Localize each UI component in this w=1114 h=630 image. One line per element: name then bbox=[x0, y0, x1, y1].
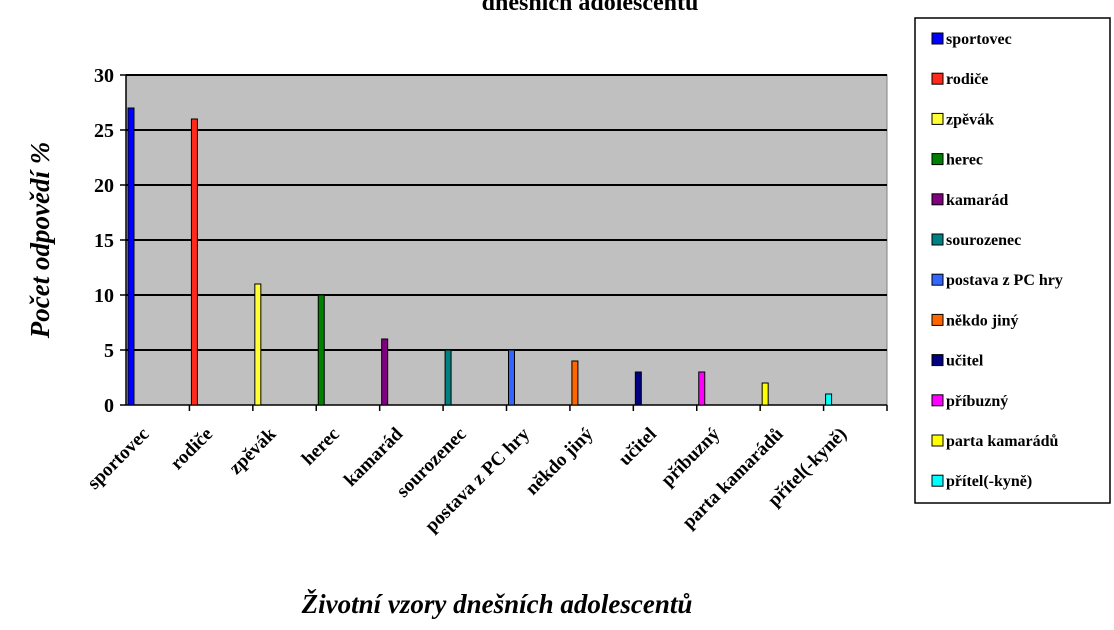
bars bbox=[127, 107, 833, 406]
legend-swatch bbox=[931, 153, 944, 166]
plot-area bbox=[125, 74, 888, 406]
legend-label: sourozenec bbox=[946, 232, 1021, 249]
x-tick-label: zpěvák bbox=[225, 423, 280, 478]
y-tick-label: 0 bbox=[104, 395, 114, 417]
legend-swatch bbox=[931, 313, 944, 326]
x-tick-label: učitel bbox=[615, 424, 661, 470]
legend-label: sportovec bbox=[946, 31, 1012, 48]
legend-swatch bbox=[931, 434, 944, 447]
legend-swatch bbox=[931, 193, 944, 206]
y-axis-title: Počet odpovědí % bbox=[25, 142, 55, 339]
bar bbox=[825, 393, 833, 406]
legend-box bbox=[914, 17, 1111, 504]
bar bbox=[254, 283, 262, 406]
legend-label: příbuzný bbox=[946, 393, 1008, 410]
x-tick-label: rodiče bbox=[167, 424, 217, 474]
y-tick-label: 30 bbox=[94, 65, 114, 87]
bar bbox=[444, 349, 452, 406]
y-tick-label: 20 bbox=[94, 175, 114, 197]
legend-swatch bbox=[931, 233, 944, 246]
y-tick-label: 10 bbox=[94, 285, 114, 307]
legend-swatch bbox=[931, 394, 944, 407]
legend-label: parta kamarádů bbox=[946, 433, 1059, 450]
y-tick-label: 5 bbox=[104, 340, 114, 362]
legend-swatch bbox=[931, 112, 944, 125]
legend-swatch bbox=[931, 474, 944, 487]
legend-swatch bbox=[931, 32, 944, 45]
bar bbox=[698, 371, 706, 406]
legend-label: někdo jiný bbox=[946, 312, 1018, 329]
bar bbox=[508, 349, 515, 406]
x-tick-label: sportovec bbox=[83, 424, 153, 494]
bar bbox=[571, 360, 579, 406]
legend-label: učitel bbox=[946, 353, 984, 370]
x-axis-title: Životní vzory dnešních adolescentů bbox=[301, 589, 693, 619]
legend-swatch bbox=[931, 354, 944, 367]
bar bbox=[317, 294, 325, 406]
legend-label: kamarád bbox=[946, 192, 1008, 209]
y-axis-ticks: 0 5 10 15 20 25 30 bbox=[94, 65, 126, 417]
bar bbox=[634, 371, 642, 406]
bar bbox=[381, 338, 389, 406]
legend: sportovec rodiče zpěvák herec kamarád souroze… bbox=[914, 17, 1111, 504]
legend-label: herec bbox=[946, 152, 983, 169]
y-tick-label: 25 bbox=[94, 120, 114, 142]
bar bbox=[127, 107, 135, 406]
x-axis-ticks: sportovec rodiče zpěvák hereckamarádsouroze… bbox=[83, 405, 888, 537]
x-tick-label: herec bbox=[298, 424, 344, 470]
chart-title: dnešních adolescentů bbox=[482, 0, 699, 16]
legend-label: rodiče bbox=[946, 71, 988, 88]
legend-swatch bbox=[931, 273, 944, 286]
legend-label: zpěvák bbox=[946, 111, 994, 128]
y-tick-label: 15 bbox=[94, 230, 114, 252]
legend-label: přítel(-kyně) bbox=[946, 473, 1032, 490]
bar bbox=[190, 118, 198, 406]
legend-swatch bbox=[931, 72, 944, 85]
x-tick-label: někdo jiný bbox=[522, 423, 598, 499]
legend-label: postava z PC hry bbox=[946, 272, 1063, 289]
bar bbox=[761, 382, 769, 406]
